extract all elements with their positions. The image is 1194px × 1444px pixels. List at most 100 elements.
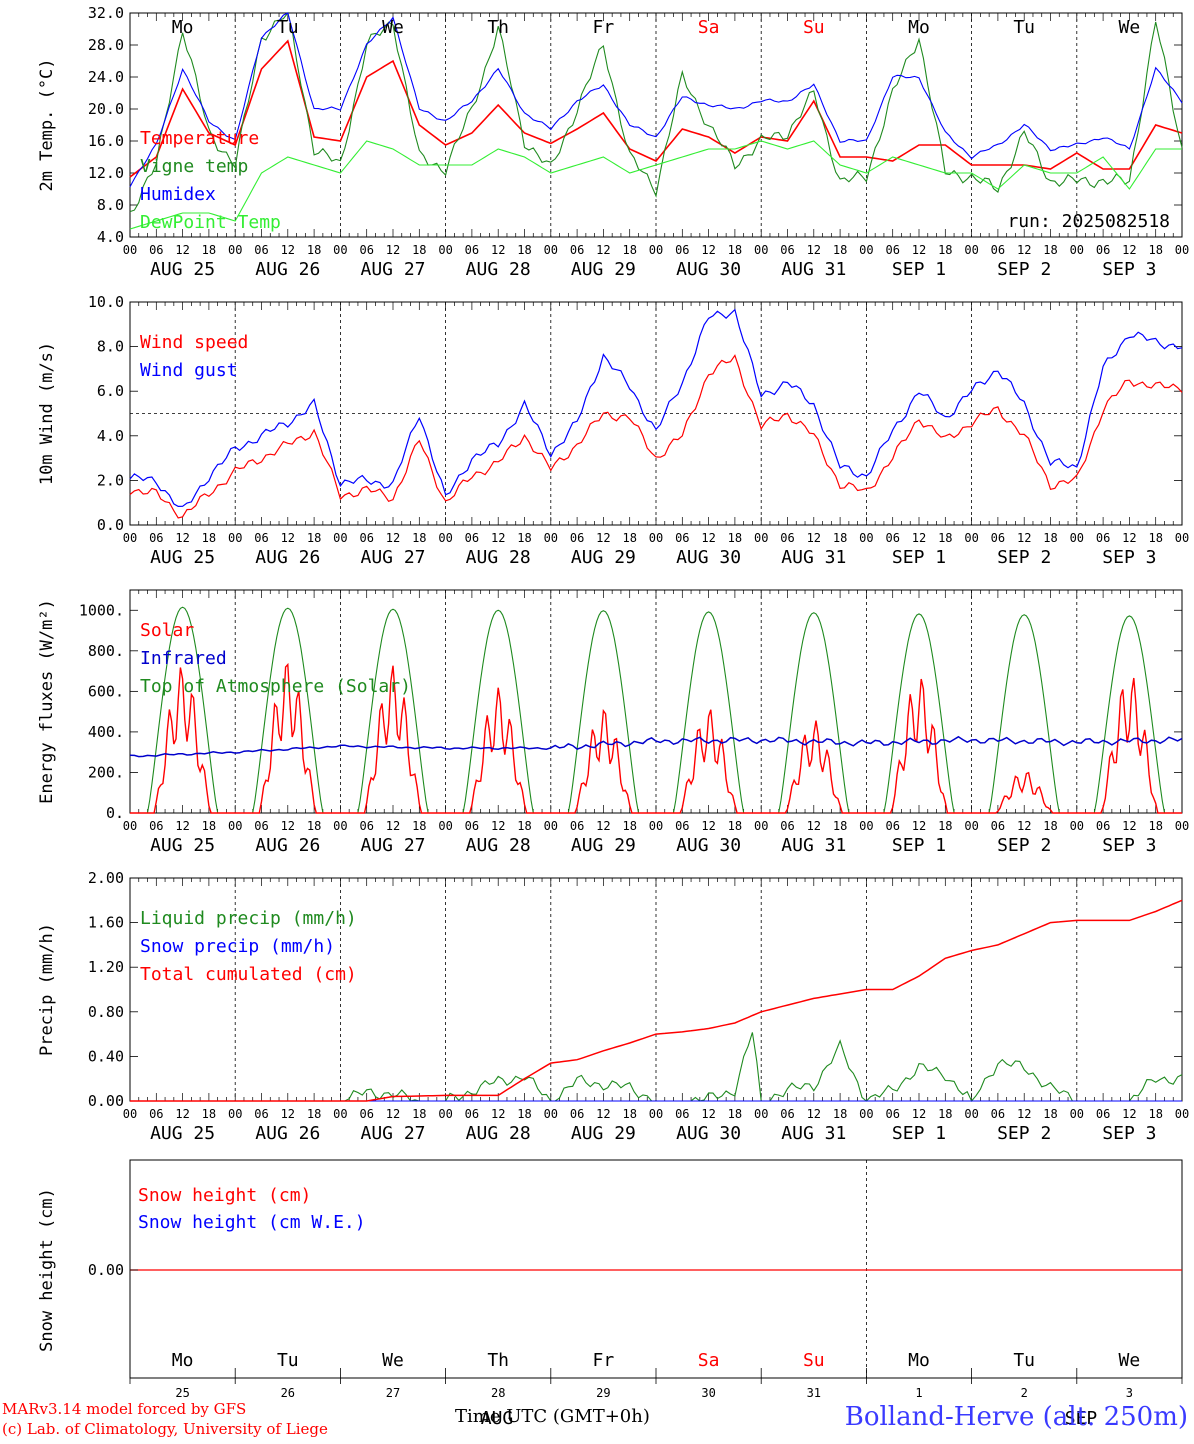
hour-tick-label: 06 [570, 243, 584, 257]
hour-tick-label: 18 [622, 1107, 636, 1121]
hour-tick-label: 06 [780, 819, 794, 833]
hour-tick-label: 12 [596, 243, 610, 257]
hour-tick-label: 06 [1096, 531, 1110, 545]
y-tick-label: 1.60 [88, 914, 124, 932]
hour-tick-label: 06 [465, 531, 479, 545]
hour-tick-label: 06 [1096, 1107, 1110, 1121]
hour-tick-label: 00 [123, 531, 137, 545]
y-tick-label: 4.0 [97, 228, 124, 246]
hour-tick-label: 00 [123, 243, 137, 257]
date-label: AUG 28 [466, 259, 531, 280]
hour-tick-label: 00 [1070, 531, 1084, 545]
hour-tick-label: 12 [596, 1107, 610, 1121]
hour-tick-label: 12 [807, 243, 821, 257]
y-tick-label: 0.00 [88, 1261, 124, 1279]
hour-tick-label: 18 [938, 531, 952, 545]
day-label-top: Th [487, 17, 509, 38]
hour-tick-label: 18 [833, 819, 847, 833]
month-label: SEP [1065, 1408, 1098, 1429]
hour-tick-label: 06 [254, 243, 268, 257]
y-tick-label: 600. [88, 682, 124, 700]
day-number: 26 [281, 1386, 295, 1400]
date-label: SEP 3 [1102, 1123, 1156, 1144]
date-label: AUG 26 [255, 835, 320, 856]
hour-tick-label: 12 [1122, 1107, 1136, 1121]
hour-tick-label: 06 [991, 243, 1005, 257]
hour-tick-label: 12 [281, 819, 295, 833]
hour-tick-label: 18 [412, 243, 426, 257]
day-label-top: Tu [277, 17, 299, 38]
hour-tick-label: 12 [701, 243, 715, 257]
day-label-bottom: Su [803, 1350, 825, 1371]
hour-tick-label: 18 [307, 819, 321, 833]
y-tick-label: 6.0 [97, 382, 124, 400]
hour-tick-label: 00 [964, 1107, 978, 1121]
hour-tick-label: 00 [228, 531, 242, 545]
hour-tick-label: 00 [1070, 819, 1084, 833]
date-label: AUG 30 [676, 259, 741, 280]
day-label-top: Sa [698, 17, 720, 38]
series-line-wind-speed [129, 354, 1183, 519]
y-tick-label: 0.40 [88, 1047, 124, 1065]
hour-tick-label: 06 [359, 531, 373, 545]
hour-tick-label: 00 [544, 243, 558, 257]
hour-tick-label: 12 [1017, 819, 1031, 833]
hour-tick-label: 06 [570, 531, 584, 545]
hour-tick-label: 18 [938, 819, 952, 833]
hour-tick-label: 06 [359, 819, 373, 833]
hour-tick-label: 12 [1122, 819, 1136, 833]
legend-entry: Solar [140, 620, 194, 641]
date-label: AUG 27 [360, 259, 425, 280]
date-label: SEP 2 [997, 1123, 1051, 1144]
hour-tick-label: 00 [964, 531, 978, 545]
legend-entry: DewPoint Temp [140, 212, 281, 233]
date-label: SEP 1 [892, 1123, 946, 1144]
hour-tick-label: 00 [1175, 243, 1189, 257]
hour-tick-label: 06 [780, 1107, 794, 1121]
hour-tick-label: 12 [912, 1107, 926, 1121]
date-label: AUG 27 [360, 1123, 425, 1144]
date-label: SEP 3 [1102, 835, 1156, 856]
hour-tick-label: 18 [412, 819, 426, 833]
hour-tick-label: 12 [1017, 243, 1031, 257]
hour-tick-label: 18 [517, 819, 531, 833]
hour-tick-label: 18 [833, 531, 847, 545]
day-number: 28 [491, 1386, 505, 1400]
hour-tick-label: 06 [465, 819, 479, 833]
date-label: AUG 28 [466, 547, 531, 568]
date-label: AUG 26 [255, 1123, 320, 1144]
hour-tick-label: 12 [491, 243, 505, 257]
hour-tick-label: 12 [386, 531, 400, 545]
hour-tick-label: 00 [1175, 531, 1189, 545]
day-label-bottom: We [382, 1350, 404, 1371]
hour-tick-label: 12 [1017, 1107, 1031, 1121]
hour-tick-label: 00 [333, 243, 347, 257]
hour-tick-label: 18 [938, 1107, 952, 1121]
hour-tick-label: 12 [912, 819, 926, 833]
day-label-bottom: Tu [1013, 1350, 1035, 1371]
legend-entry: Vigne temp [140, 156, 248, 177]
day-label-bottom: Mo [908, 1350, 930, 1371]
y-tick-label: 16.0 [88, 132, 124, 150]
hour-tick-label: 06 [149, 819, 163, 833]
hour-tick-label: 00 [438, 819, 452, 833]
hour-tick-label: 06 [465, 243, 479, 257]
legend-entry: Snow height (cm) [138, 1185, 311, 1206]
hour-tick-label: 12 [1017, 531, 1031, 545]
legend-entry: Wind gust [140, 360, 238, 381]
lab-credit: (c) Lab. of Climatology, University of L… [2, 1420, 328, 1438]
hour-tick-label: 12 [701, 531, 715, 545]
hour-tick-label: 12 [1122, 243, 1136, 257]
legend-entry: Temperature [140, 128, 259, 149]
hour-tick-label: 18 [307, 1107, 321, 1121]
date-label: AUG 29 [571, 259, 636, 280]
hour-tick-label: 00 [754, 243, 768, 257]
month-label: AUG [481, 1408, 514, 1429]
hour-tick-label: 12 [175, 531, 189, 545]
hour-tick-label: 12 [491, 531, 505, 545]
hour-tick-label: 18 [1148, 1107, 1162, 1121]
hour-tick-label: 12 [807, 819, 821, 833]
series-line-humidex [129, 12, 1183, 188]
day-number: 2 [1021, 1386, 1028, 1400]
